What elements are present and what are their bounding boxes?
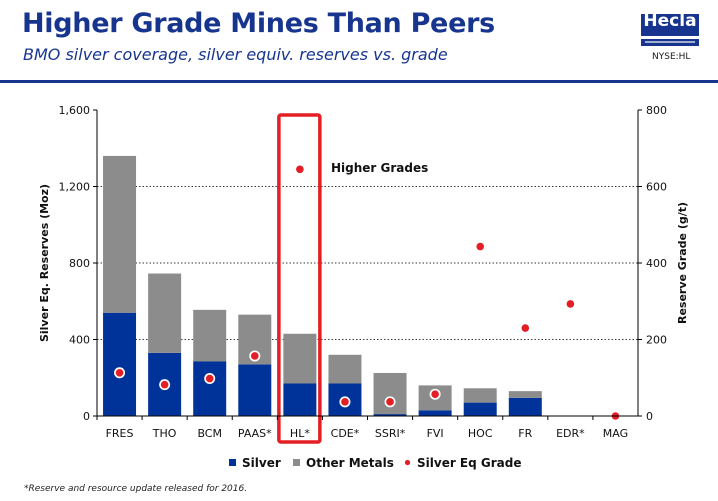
category-label: CDE* bbox=[331, 427, 360, 440]
bar-other-metals bbox=[148, 273, 182, 353]
bar-other-metals bbox=[283, 333, 317, 384]
bar-silver bbox=[283, 383, 317, 416]
grade-point bbox=[160, 380, 169, 389]
grade-point bbox=[205, 374, 214, 383]
footnote: *Reserve and resource update released fo… bbox=[24, 484, 248, 494]
grade-point bbox=[521, 324, 530, 332]
grade-point bbox=[476, 242, 485, 251]
left-tick-label: 1,600 bbox=[59, 104, 91, 117]
grade-point bbox=[386, 398, 394, 406]
category-label: HOC bbox=[468, 427, 493, 440]
right-tick-label: 400 bbox=[646, 257, 667, 270]
right-tick-label: 0 bbox=[646, 410, 653, 423]
highlight-box bbox=[277, 113, 322, 444]
legend-label: Silver Eq Grade bbox=[417, 456, 521, 470]
bar-silver bbox=[508, 397, 542, 416]
right-axis-title: Reserve Grade (g/t) bbox=[676, 202, 689, 324]
reserves-vs-grade-chart: Higher Grades 0 400 800 1,200 1,600 0 200 400 600… bbox=[38, 104, 689, 470]
axes bbox=[93, 109, 642, 420]
bar-series bbox=[103, 155, 542, 416]
page-title: Higher Grade Mines Than Peers bbox=[22, 8, 495, 39]
category-label: MAG bbox=[603, 427, 628, 440]
grade-point bbox=[431, 390, 439, 398]
bar-other-metals bbox=[373, 372, 407, 415]
legend-swatch bbox=[293, 459, 300, 466]
gridlines bbox=[97, 186, 638, 340]
bar-other-metals bbox=[463, 388, 497, 403]
bar-silver bbox=[373, 414, 407, 416]
legend-label: Silver bbox=[242, 456, 281, 470]
legend: Silver Other Metals Silver Eq Grade bbox=[229, 456, 521, 470]
left-tick-label: 1,200 bbox=[59, 181, 91, 194]
page-subtitle: BMO silver coverage, silver equiv. reser… bbox=[23, 45, 448, 64]
bar-other-metals bbox=[508, 391, 542, 398]
bar-silver bbox=[418, 410, 452, 416]
category-label: FR bbox=[518, 427, 532, 440]
legend-label: Other Metals bbox=[306, 456, 394, 470]
title-divider bbox=[0, 80, 718, 83]
category-label: HL* bbox=[290, 427, 310, 440]
left-tick-label: 400 bbox=[69, 334, 90, 347]
category-label: FRES bbox=[106, 427, 134, 440]
legend-swatch bbox=[404, 459, 411, 466]
bar-silver bbox=[238, 364, 272, 416]
grade-point bbox=[566, 300, 575, 308]
right-tick-label: 200 bbox=[646, 334, 667, 347]
category-label: SSRI* bbox=[375, 427, 406, 440]
annotation-text: Higher Grades bbox=[331, 161, 428, 175]
grade-points bbox=[114, 113, 621, 444]
bar-other-metals bbox=[328, 354, 362, 384]
right-tick-label: 600 bbox=[646, 181, 667, 194]
bar-silver bbox=[193, 361, 227, 416]
category-label: BCM bbox=[197, 427, 222, 440]
logo-wordmark: Hecla bbox=[643, 11, 697, 31]
ticker-label: NYSE:HL bbox=[652, 52, 691, 62]
hecla-logo bbox=[641, 14, 699, 46]
grade-point bbox=[250, 352, 259, 360]
grade-point bbox=[296, 165, 304, 174]
bar-silver bbox=[103, 312, 137, 416]
bar-other-metals bbox=[193, 309, 227, 362]
left-axis-title: Silver Eq. Reserves (Moz) bbox=[38, 184, 51, 342]
axis-labels: Higher Grades 0 400 800 1,200 1,600 0 200 400 600… bbox=[38, 104, 689, 440]
left-tick-label: 800 bbox=[69, 257, 90, 270]
category-label: EDR* bbox=[556, 427, 585, 440]
left-tick-label: 0 bbox=[83, 410, 90, 423]
category-label: THO bbox=[152, 427, 177, 440]
legend-swatch bbox=[229, 459, 236, 466]
right-tick-label: 800 bbox=[646, 104, 667, 117]
category-label: PAAS* bbox=[238, 427, 272, 440]
grade-point bbox=[341, 398, 349, 406]
grade-point bbox=[115, 368, 124, 377]
category-label: FVI bbox=[427, 427, 444, 440]
bar-other-metals bbox=[103, 155, 137, 313]
bar-silver bbox=[463, 402, 497, 416]
